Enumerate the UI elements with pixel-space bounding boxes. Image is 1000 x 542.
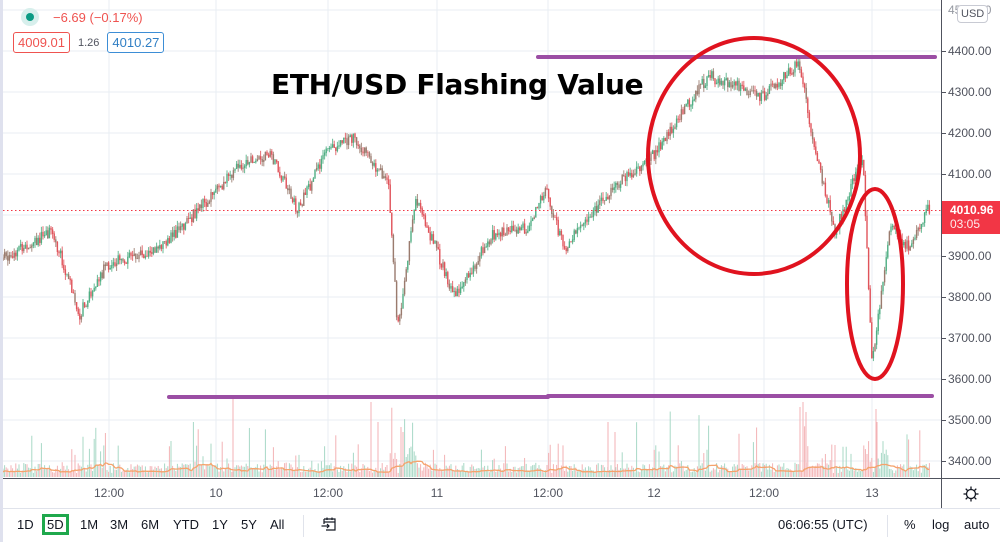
price-tick xyxy=(941,420,946,421)
percent-scale-toggle[interactable]: % xyxy=(904,517,916,532)
price-axis-label: 3600.00 xyxy=(948,372,992,386)
price-axis-label: 4400.00 xyxy=(948,44,992,58)
range-1m-button[interactable]: 1M xyxy=(80,517,99,532)
time-axis-label: 12:00 xyxy=(532,486,564,500)
price-change: −6.69 (−0.17%) xyxy=(53,9,143,25)
price-tick xyxy=(941,379,946,380)
price-axis-label: 3400.00 xyxy=(948,454,992,468)
currency-badge[interactable]: USD xyxy=(957,5,989,23)
price-tick xyxy=(941,297,946,298)
range-1y-button[interactable]: 1Y xyxy=(212,517,228,532)
time-axis-label: 12:00 xyxy=(748,486,780,500)
time-axis-label: 13 xyxy=(865,486,879,500)
range-ytd-button[interactable]: YTD xyxy=(173,517,199,532)
time-axis-label: 12:00 xyxy=(93,486,125,500)
goto-date-button[interactable] xyxy=(320,515,338,536)
price-axis-label: 3800.00 xyxy=(948,290,992,304)
price-tick xyxy=(941,51,946,52)
ask-price-button[interactable]: 4010.27 xyxy=(107,32,165,53)
left-edge-strip xyxy=(0,0,3,542)
spread-value: 1.26 xyxy=(78,36,100,49)
time-axis-label: 10 xyxy=(209,486,223,500)
price-axis-label: 3700.00 xyxy=(948,331,992,345)
last-price-label: 4010.96 03:05 xyxy=(942,201,1000,234)
log-scale-toggle[interactable]: log xyxy=(932,517,950,532)
time-axis-label: 12:00 xyxy=(312,486,344,500)
range-5d-button[interactable]: 5D xyxy=(42,514,69,535)
range-3m-button[interactable]: 3M xyxy=(110,517,129,532)
auto-scale-toggle[interactable]: auto xyxy=(964,517,990,532)
price-axis-label: 3500.00 xyxy=(948,413,992,427)
price-tick xyxy=(941,256,946,257)
price-axis-label: 4300.00 xyxy=(948,85,992,99)
price-axis-label: 4100.00 xyxy=(948,167,992,181)
utc-clock[interactable]: 06:06:55 (UTC) xyxy=(778,517,868,532)
price-axis-label: 4200.00 xyxy=(948,126,992,140)
bid-price-button[interactable]: 4009.01 xyxy=(13,32,70,53)
candlestick-chart[interactable] xyxy=(3,0,941,478)
price-tick xyxy=(941,338,946,339)
last-price-value: 4010.96 xyxy=(950,203,994,217)
range-5y-button[interactable]: 5Y xyxy=(241,517,257,532)
chart-settings-button[interactable] xyxy=(941,478,1000,508)
range-all-button[interactable]: All xyxy=(270,517,285,532)
price-tick xyxy=(941,461,946,462)
price-axis[interactable]: 4500.00 USD 4010.96 03:05 4400.004300.00… xyxy=(941,0,1000,478)
toolbar-divider xyxy=(303,515,304,537)
market-status-icon[interactable] xyxy=(21,8,39,26)
range-6m-button[interactable]: 6M xyxy=(141,517,160,532)
bottom-toolbar: 1D 5D 1M 3M 6M YTD 1Y 5Y All 06:06:55 (U… xyxy=(3,508,1000,542)
bar-countdown: 03:05 xyxy=(950,217,981,231)
time-axis[interactable]: 12:00 10 12:00 11 12:00 12 12:00 13 xyxy=(3,478,941,508)
annotation-title: ETH/USD Flashing Value xyxy=(271,68,644,101)
calendar-goto-icon xyxy=(321,517,336,531)
symbol-legend: −6.69 (−0.17%) 4009.01 1.26 4010.27 xyxy=(13,6,165,53)
chart-pane[interactable]: −6.69 (−0.17%) 4009.01 1.26 4010.27 ETH/… xyxy=(3,0,941,478)
price-axis-label: 3900.00 xyxy=(948,249,992,263)
time-axis-label: 11 xyxy=(430,486,444,500)
gear-icon xyxy=(963,486,979,501)
price-tick xyxy=(941,133,946,134)
price-tick xyxy=(941,174,946,175)
toolbar-divider xyxy=(887,515,888,537)
time-axis-label: 12 xyxy=(647,486,661,500)
range-1d-button[interactable]: 1D xyxy=(17,517,34,532)
price-tick xyxy=(941,92,946,93)
